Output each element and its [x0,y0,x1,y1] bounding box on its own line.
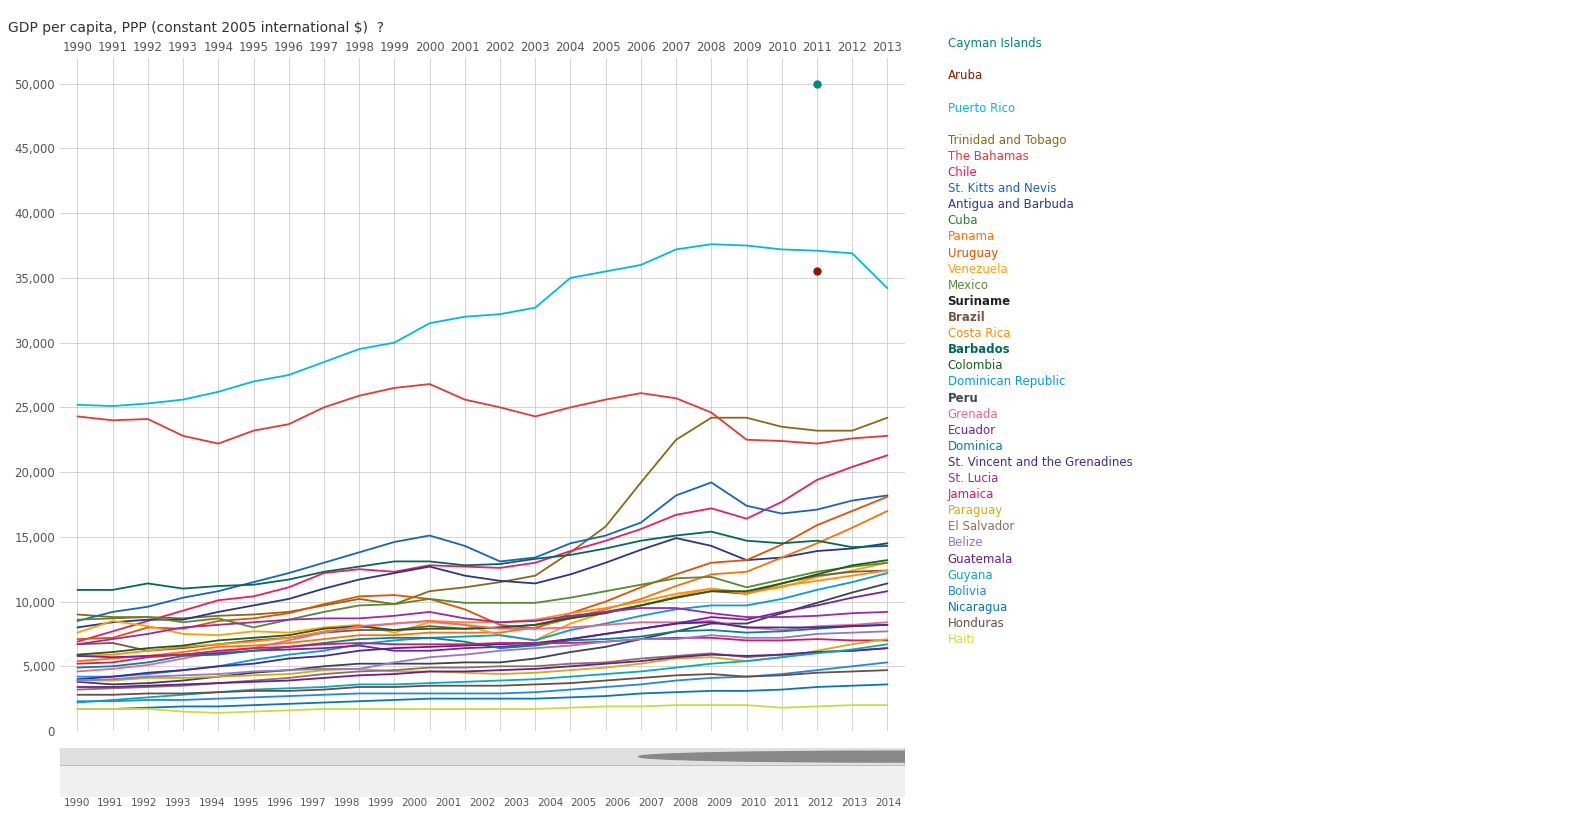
Text: Colombia: Colombia [948,359,1003,373]
Text: Jamaica: Jamaica [948,488,993,501]
Text: Puerto Rico: Puerto Rico [948,102,1015,115]
Text: GDP per capita, PPP (constant 2005 international $)  ?: GDP per capita, PPP (constant 2005 inter… [8,21,384,35]
Text: Aruba: Aruba [948,69,982,83]
Text: Ecuador: Ecuador [948,424,996,437]
Text: Paraguay: Paraguay [948,504,1003,517]
Text: Panama: Panama [948,230,995,244]
Text: Belize: Belize [948,537,984,549]
Text: Honduras: Honduras [948,617,1004,630]
Text: Guatemala: Guatemala [948,553,1012,566]
Text: Venezuela: Venezuela [948,263,1009,276]
Text: Uruguay: Uruguay [948,246,998,259]
Text: Haiti: Haiti [948,634,974,646]
Text: Dominica: Dominica [948,439,1003,453]
Text: Trinidad and Tobago: Trinidad and Tobago [948,134,1066,147]
Text: Bolivia: Bolivia [948,585,987,598]
Text: Brazil: Brazil [948,311,985,324]
Text: Dominican Republic: Dominican Republic [948,375,1066,388]
Text: Mexico: Mexico [948,278,988,292]
Text: The Bahamas: The Bahamas [948,150,1028,163]
FancyBboxPatch shape [60,748,905,766]
Text: Nicaragua: Nicaragua [948,601,1007,614]
Text: Antigua and Barbuda: Antigua and Barbuda [948,198,1073,211]
Text: Grenada: Grenada [948,408,998,420]
Text: Peru: Peru [948,392,979,405]
Text: Costa Rica: Costa Rica [948,327,1011,340]
Text: Chile: Chile [948,166,977,179]
Text: Guyana: Guyana [948,568,993,582]
Text: Suriname: Suriname [948,295,1011,308]
Text: Barbados: Barbados [948,344,1011,356]
Text: El Salvador: El Salvador [948,520,1014,534]
Text: Cayman Islands: Cayman Islands [948,37,1042,50]
Text: St. Kitts and Nevis: St. Kitts and Nevis [948,183,1056,195]
Text: St. Vincent and the Grenadines: St. Vincent and the Grenadines [948,456,1132,469]
Text: Cuba: Cuba [948,215,977,227]
Text: St. Lucia: St. Lucia [948,472,998,485]
Circle shape [639,751,1146,762]
